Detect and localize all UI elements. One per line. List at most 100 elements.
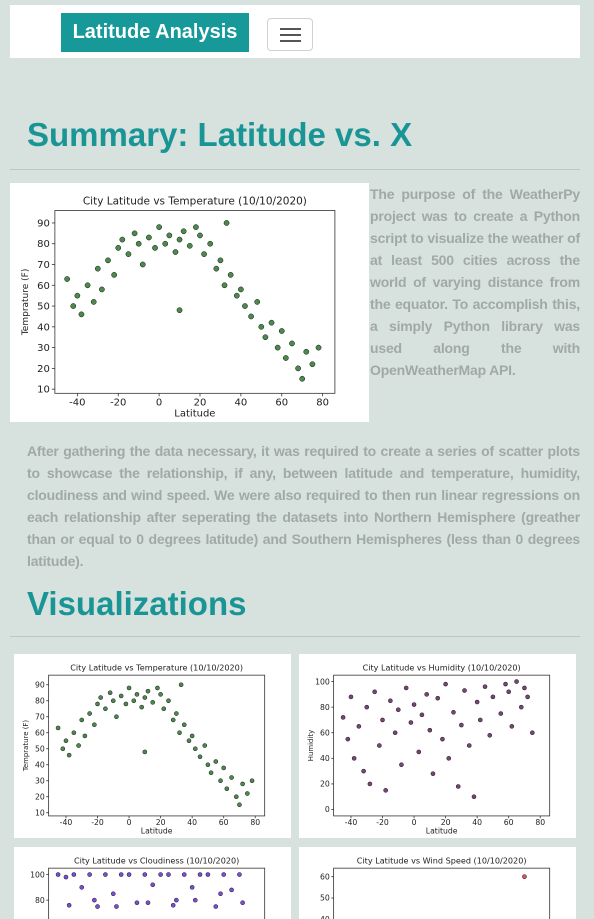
x-tick-label: -20	[110, 397, 126, 408]
point	[299, 375, 306, 382]
x-tick-label: 40	[187, 818, 197, 827]
point	[309, 361, 316, 368]
brand[interactable]: Latitude Analysis	[61, 13, 249, 52]
point	[525, 694, 530, 700]
x-tick-label: 60	[275, 397, 288, 408]
point	[503, 681, 508, 687]
y-tick-label: 10	[37, 385, 50, 396]
chart-title: City Latitude vs Wind Speed (10/10/2020)	[357, 856, 527, 866]
point	[403, 685, 409, 691]
paragraph: After gathering the data necessary, it w…	[27, 443, 580, 569]
y-tick-label: 40	[320, 754, 330, 763]
point	[482, 684, 488, 689]
plot-frame	[48, 674, 266, 817]
x-tick-label: 0	[412, 818, 417, 827]
point	[103, 872, 108, 877]
point	[66, 752, 72, 758]
point	[295, 365, 301, 372]
point	[237, 872, 242, 877]
point	[63, 874, 69, 880]
x-tick-label: 80	[535, 818, 545, 827]
point	[193, 224, 199, 230]
point	[506, 689, 511, 695]
point	[205, 762, 211, 767]
y-axis-label: Temprature (F)	[21, 269, 31, 337]
point	[71, 730, 77, 735]
point	[114, 904, 119, 909]
point	[221, 872, 226, 877]
chart: City Latitude vs Wind Speed (10/10/2020)…	[320, 856, 551, 919]
toggle-bar	[280, 34, 301, 36]
chart-card: City Latitude vs Temperature (10/10/2020…	[14, 654, 291, 838]
point	[416, 749, 422, 755]
point	[372, 689, 377, 695]
point	[145, 900, 151, 905]
y-tick-label: 20	[320, 780, 330, 789]
point	[396, 707, 401, 712]
point	[435, 695, 440, 701]
point	[430, 771, 436, 776]
chart-card: City Latitude vs Humidity (10/10/2020) -4…	[299, 654, 576, 838]
point	[55, 725, 61, 731]
point	[95, 701, 100, 707]
point	[274, 344, 281, 351]
point	[383, 788, 388, 793]
point	[158, 692, 163, 697]
point	[462, 688, 467, 693]
point	[218, 778, 223, 783]
point	[142, 695, 148, 700]
point	[99, 286, 105, 293]
point	[92, 897, 97, 903]
point	[427, 727, 433, 733]
point	[87, 711, 92, 716]
point	[156, 224, 162, 230]
point	[459, 722, 464, 728]
point	[202, 743, 208, 748]
y-tick-label: 80	[320, 703, 330, 712]
plot-frame	[48, 867, 266, 919]
point	[356, 724, 362, 729]
point	[530, 730, 535, 735]
point	[213, 759, 219, 764]
point	[367, 781, 373, 787]
x-tick-label: 20	[156, 818, 166, 827]
point	[98, 695, 103, 700]
point	[340, 715, 346, 720]
point	[181, 722, 187, 728]
point	[227, 272, 234, 278]
point	[94, 265, 101, 272]
point	[161, 706, 167, 712]
x-tick-label: -20	[376, 818, 389, 827]
point	[170, 903, 176, 908]
point	[90, 299, 97, 305]
point	[150, 882, 155, 888]
y-axis-label: Temprature (F)	[22, 720, 30, 773]
point	[213, 265, 220, 272]
point	[466, 743, 472, 748]
y-tick-label: 40	[37, 322, 50, 333]
chart: City Latitude vs Cloudiness (10/10/2020)…	[30, 856, 266, 919]
point	[84, 282, 91, 289]
chart: City Latitude vs Temperature (10/10/2020…	[21, 195, 336, 419]
point	[240, 900, 245, 905]
point	[193, 897, 198, 903]
x-axis-label: Latitude	[426, 827, 458, 836]
point	[111, 698, 116, 704]
point	[282, 355, 289, 361]
point	[111, 891, 116, 897]
point	[180, 228, 187, 235]
point	[134, 692, 140, 697]
point	[229, 775, 234, 780]
point	[142, 749, 148, 755]
chart-title: City Latitude vs Temperature (10/10/2020…	[70, 663, 243, 673]
point	[66, 903, 72, 908]
y-tick-label: 80	[35, 896, 45, 905]
point	[233, 292, 240, 299]
point	[478, 717, 483, 723]
menu-toggle[interactable]	[267, 18, 313, 51]
y-tick-label: 60	[37, 281, 50, 292]
point	[522, 685, 527, 691]
point	[490, 694, 496, 700]
point	[178, 682, 184, 688]
